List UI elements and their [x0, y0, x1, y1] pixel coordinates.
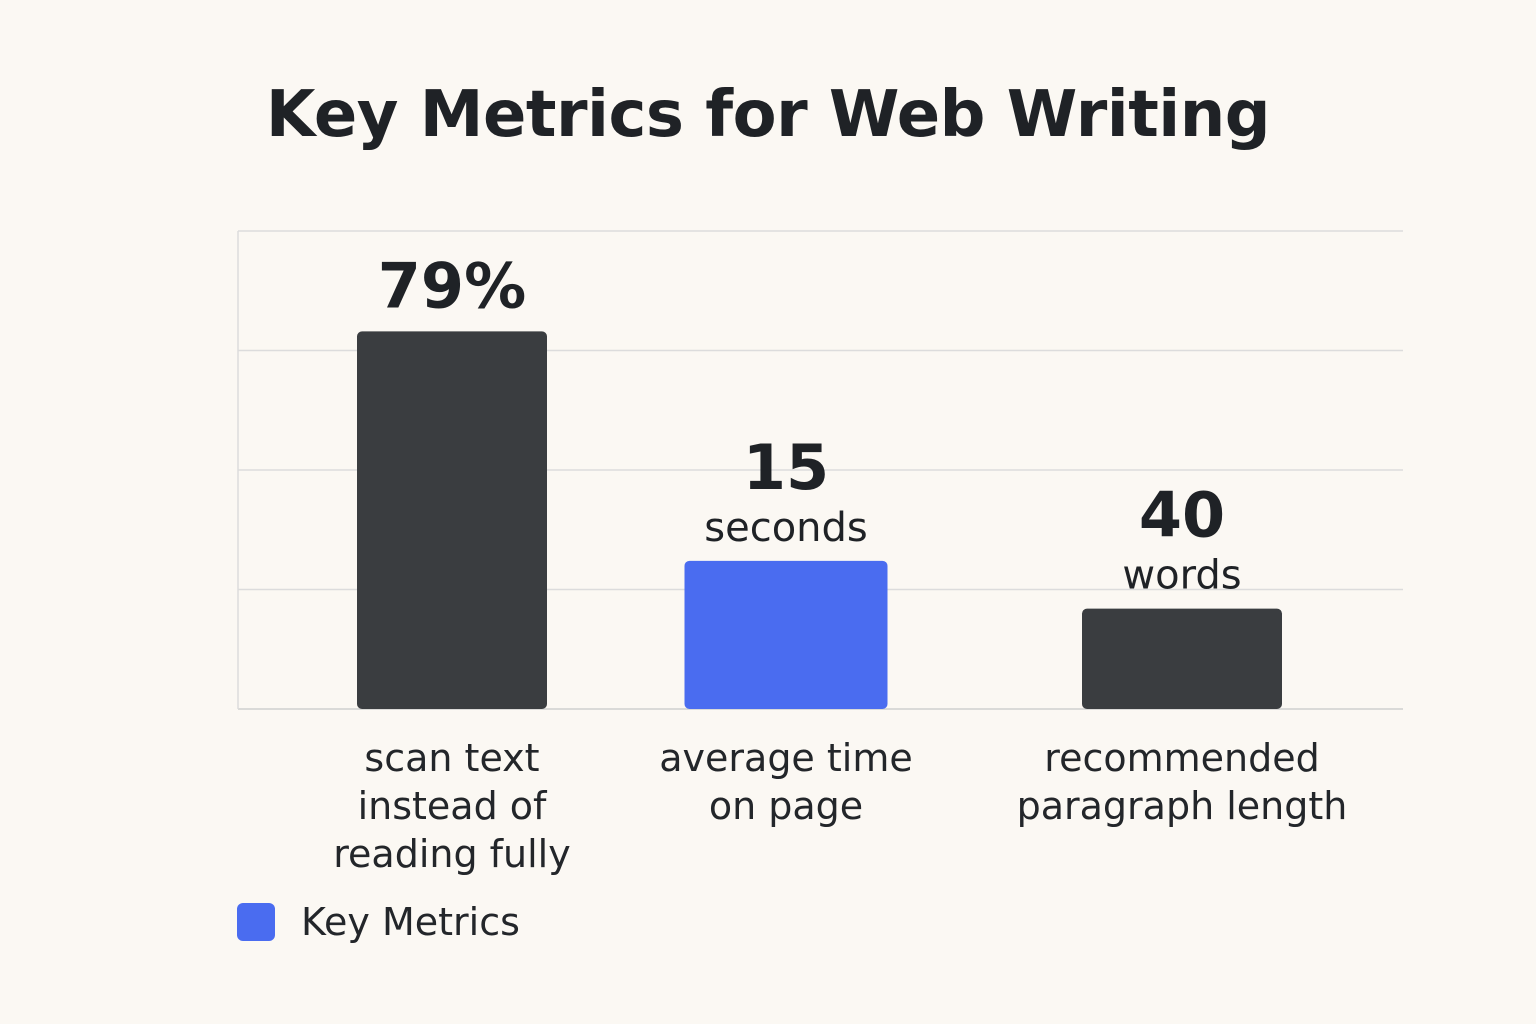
legend: Key Metrics — [237, 900, 520, 944]
category-label: average time on page — [606, 734, 966, 830]
category-label-line: average time — [659, 736, 913, 780]
value-label: 40 — [1139, 479, 1225, 552]
legend-label: Key Metrics — [301, 900, 520, 944]
chart-title: Key Metrics for Web Writing — [265, 78, 1271, 152]
category-label-line: on page — [708, 784, 864, 828]
value-label: 79% — [378, 249, 526, 322]
category-label-line: recommended — [1044, 736, 1320, 780]
legend-swatch — [237, 903, 275, 941]
bar — [1082, 608, 1282, 709]
category-label-line: scan text — [364, 736, 540, 780]
category-label: recommended paragraph length — [1002, 734, 1362, 830]
value-unit-label: words — [1122, 553, 1241, 599]
bar — [357, 331, 547, 709]
bar — [684, 560, 888, 709]
category-label: scan text instead of reading fully — [272, 734, 632, 878]
category-label-line: reading fully — [333, 832, 571, 876]
category-label-line: instead of — [357, 784, 547, 828]
category-label-line: paragraph length — [1016, 784, 1348, 828]
bars — [357, 331, 1282, 709]
value-unit-label: seconds — [704, 505, 868, 551]
value-label: 15 — [743, 431, 829, 504]
